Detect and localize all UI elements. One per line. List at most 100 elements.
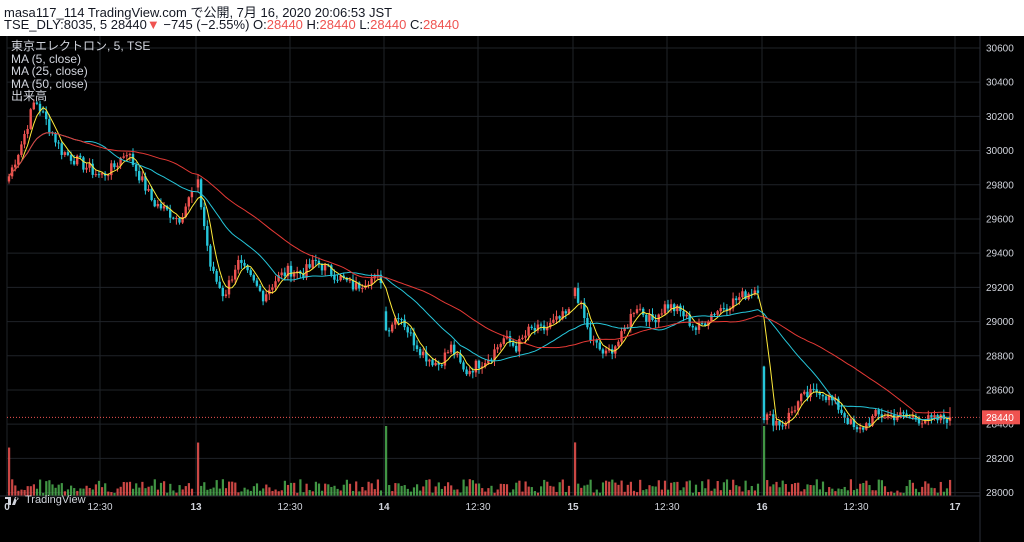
volume-bar	[132, 488, 135, 496]
volume-bar	[893, 492, 896, 496]
volume-bar	[574, 442, 577, 496]
volume-bar	[667, 489, 670, 496]
candle-body	[403, 319, 406, 328]
volume-bar	[487, 488, 490, 496]
volume-bar	[321, 490, 324, 496]
volume-bar	[20, 489, 23, 496]
volume-bar	[781, 480, 784, 496]
candle-body	[874, 410, 877, 416]
volume-bar	[412, 487, 416, 496]
candle-body	[601, 349, 605, 354]
volume-bar	[29, 486, 32, 496]
volume-bar	[169, 483, 172, 496]
candle-body	[518, 338, 521, 352]
volume-bar	[821, 481, 825, 496]
volume-bar	[48, 480, 51, 496]
candle-body	[744, 291, 747, 300]
candle-body	[172, 217, 175, 219]
volume-bar	[645, 489, 648, 496]
volume-bar	[809, 484, 812, 496]
volume-bar	[949, 479, 952, 496]
volume-bar	[373, 489, 376, 496]
volume-bar	[422, 486, 425, 496]
volume-bar	[623, 491, 626, 496]
candle-body	[533, 327, 536, 331]
volume-bar	[769, 486, 772, 496]
candle-body	[806, 391, 809, 398]
candle-body	[781, 425, 784, 427]
volume-bar	[512, 489, 515, 496]
volume-bar	[397, 483, 400, 496]
volume-bar	[406, 488, 409, 496]
volume-bar	[42, 492, 45, 496]
candle-body	[280, 272, 283, 276]
volume-bar	[750, 486, 753, 496]
high-label: H:	[306, 17, 320, 32]
candle-body	[660, 313, 663, 315]
candle-body	[576, 288, 580, 303]
candle-body	[434, 362, 437, 366]
candle-body	[125, 155, 128, 157]
candle-body	[153, 200, 156, 207]
candle-body	[274, 281, 277, 288]
candle-body	[107, 175, 110, 177]
volume-bar	[240, 491, 243, 496]
candle-body	[249, 270, 252, 276]
volume-bar	[163, 481, 166, 496]
volume-bar	[60, 483, 63, 496]
volume-bar	[361, 486, 364, 496]
volume-bar	[388, 485, 391, 496]
volume-bar	[741, 491, 744, 496]
legend-ma25[interactable]: MA (25, close)	[11, 64, 88, 78]
volume-bar	[812, 485, 815, 496]
volume-bar	[259, 490, 262, 496]
volume-bar	[493, 492, 496, 496]
candle-body	[604, 350, 608, 354]
candle-body	[468, 371, 471, 375]
price-chart[interactable]: 28000 28200 28400 28600 28800 29000 29200 29400…	[0, 36, 1024, 542]
candle-body	[663, 304, 667, 314]
volume-bar	[200, 485, 203, 496]
legend-ma5[interactable]: MA (5, close)	[11, 51, 82, 66]
candle-body	[824, 396, 828, 401]
volume-bar	[859, 483, 862, 496]
volume-bar	[843, 486, 846, 496]
volume-bar	[293, 482, 296, 496]
volume-bar	[729, 489, 732, 496]
candle-body	[595, 339, 598, 343]
volume-bar	[651, 486, 654, 496]
volume-bar	[918, 492, 921, 496]
legend-volume[interactable]: 出来高	[11, 89, 48, 103]
candle-body	[415, 345, 419, 350]
candle-body	[719, 308, 722, 312]
candle-body	[607, 349, 611, 351]
candle-body	[271, 287, 274, 290]
candle-body	[283, 272, 286, 277]
candle-body	[289, 265, 293, 277]
legend-symbol[interactable]: 東京エレクトロン, 5, TSE	[11, 39, 151, 53]
volume-bar	[280, 490, 283, 496]
candle-body	[79, 155, 82, 158]
candle-body	[169, 209, 172, 218]
candle-body	[546, 327, 549, 331]
legend-ma50[interactable]: MA (50, close)	[11, 76, 88, 91]
candle-body	[144, 176, 147, 191]
candle-body	[750, 293, 753, 295]
candle-body	[292, 273, 296, 277]
volume-bar	[97, 480, 101, 496]
volume-bar	[296, 492, 299, 496]
tradingview-logo[interactable]: TradingView	[5, 494, 86, 506]
candle-body	[883, 417, 887, 419]
candle-body	[635, 309, 639, 314]
volume-bar	[453, 489, 456, 496]
open-label: O:	[253, 17, 267, 32]
volume-bar	[416, 484, 419, 496]
candle-body	[348, 279, 352, 281]
candle-body	[775, 420, 778, 426]
time-tick-label: 13	[190, 502, 202, 513]
candle-body	[852, 419, 856, 428]
chart-area[interactable]: 28000 28200 28400 28600 28800 29000 29200 29400…	[0, 36, 1024, 542]
volume-bar	[459, 492, 462, 496]
time-tick-label: 16	[756, 502, 768, 513]
candle-body	[707, 321, 710, 326]
